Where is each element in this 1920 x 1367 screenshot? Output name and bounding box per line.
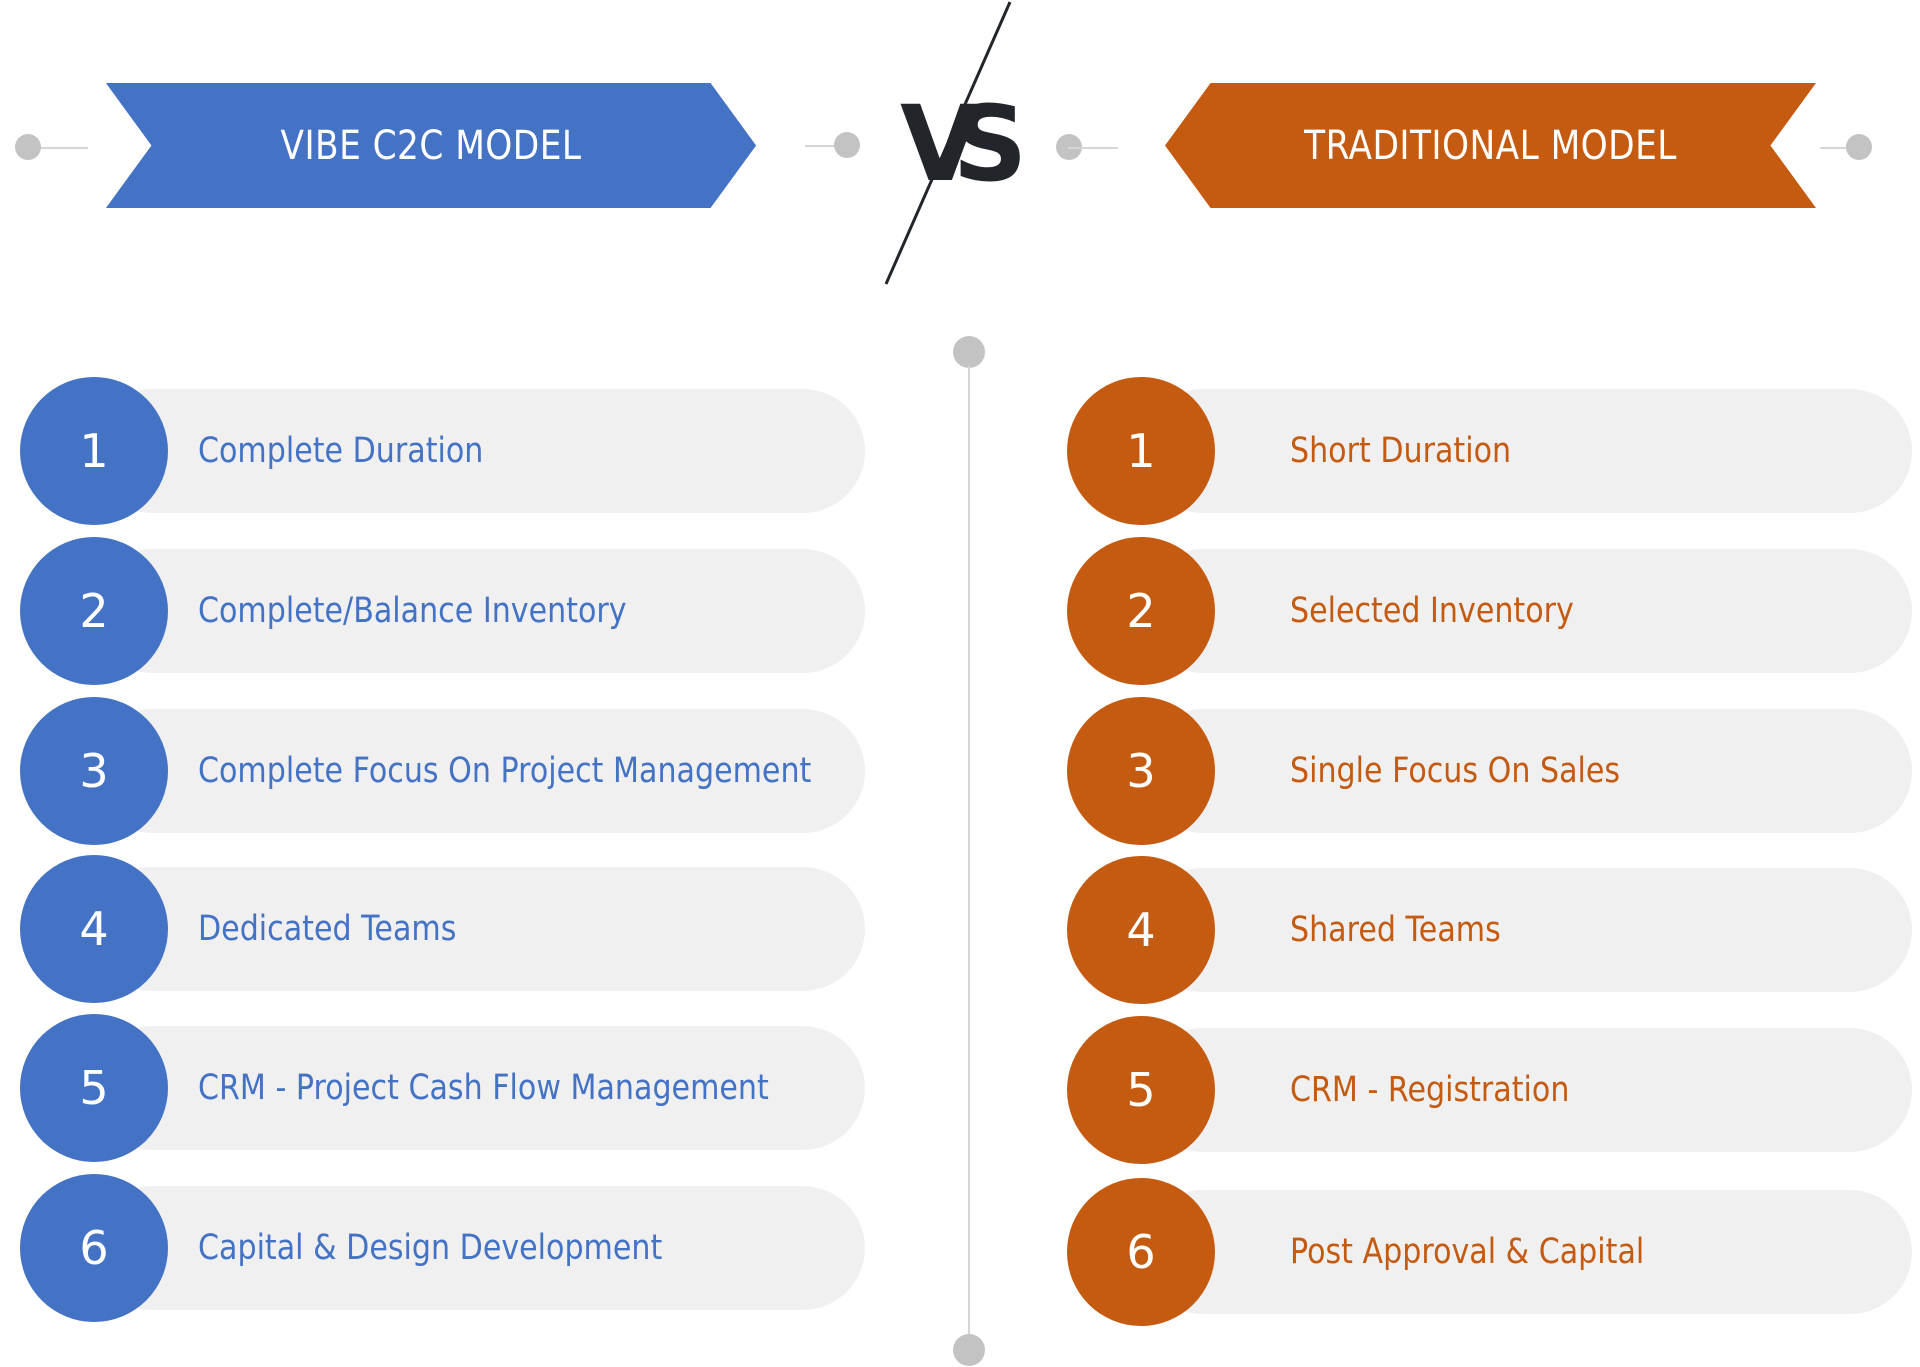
right-banner-end-connector-line — [1820, 147, 1860, 149]
right-banner-end-dot — [1846, 134, 1872, 160]
divider-top-dot — [953, 336, 985, 368]
left-row-2-number: 2 — [20, 537, 168, 685]
center-divider-line — [968, 366, 970, 1336]
right-row-1-background — [1140, 389, 1912, 513]
right-model-title: TRADITIONAL MODEL — [1304, 122, 1677, 169]
left-row-1-label: Complete Duration — [198, 431, 484, 471]
left-row-5-number: 5 — [20, 1014, 168, 1162]
right-row-4-number: 4 — [1067, 856, 1215, 1004]
right-row-2-label: Selected Inventory — [1290, 591, 1574, 631]
right-row-5-label: CRM - Registration — [1290, 1070, 1570, 1110]
right-row-3-number: 3 — [1067, 697, 1215, 845]
left-row-4-background — [90, 867, 865, 991]
left-row-6-number: 6 — [20, 1174, 168, 1322]
divider-bottom-dot — [953, 1334, 985, 1366]
left-row-3-number: 3 — [20, 697, 168, 845]
right-row-6-label: Post Approval & Capital — [1290, 1232, 1645, 1272]
left-banner-connector-line — [28, 147, 88, 149]
right-model-banner: TRADITIONAL MODEL — [1164, 83, 1817, 208]
left-row-5-label: CRM - Project Cash Flow Management — [198, 1068, 769, 1108]
vs-slash — [884, 1, 1012, 285]
right-row-3-label: Single Focus On Sales — [1290, 751, 1621, 791]
right-row-6-background — [1140, 1190, 1912, 1314]
vs-label: VS — [900, 83, 1028, 205]
right-row-5-number: 5 — [1067, 1016, 1215, 1164]
right-row-4-background — [1140, 868, 1912, 992]
left-banner-start-dot — [15, 134, 41, 160]
right-row-1-label: Short Duration — [1290, 431, 1512, 471]
right-row-2-number: 2 — [1067, 537, 1215, 685]
left-row-3-label: Complete Focus On Project Management — [198, 751, 812, 791]
left-row-5-background — [90, 1026, 865, 1150]
left-row-2-label: Complete/Balance Inventory — [198, 591, 627, 631]
right-row-2-background — [1140, 549, 1912, 673]
left-model-banner: VIBE C2C MODEL — [105, 83, 757, 208]
left-row-1-number: 1 — [20, 377, 168, 525]
right-row-3-background — [1140, 709, 1912, 833]
left-row-1-background — [90, 389, 865, 513]
left-banner-end-dot — [834, 132, 860, 158]
right-row-4-label: Shared Teams — [1290, 910, 1501, 950]
right-row-5-background — [1140, 1028, 1912, 1152]
left-row-6-label: Capital & Design Development — [198, 1228, 663, 1268]
right-row-1-number: 1 — [1067, 377, 1215, 525]
right-row-6-number: 6 — [1067, 1178, 1215, 1326]
left-row-4-number: 4 — [20, 855, 168, 1003]
left-row-3-background — [90, 709, 865, 833]
left-row-4-label: Dedicated Teams — [198, 909, 457, 949]
left-banner-end-connector-line — [805, 145, 845, 147]
left-model-title: VIBE C2C MODEL — [280, 122, 582, 169]
left-row-6-background — [90, 1186, 865, 1310]
left-row-2-background — [90, 549, 865, 673]
right-banner-start-connector-line — [1068, 147, 1118, 149]
